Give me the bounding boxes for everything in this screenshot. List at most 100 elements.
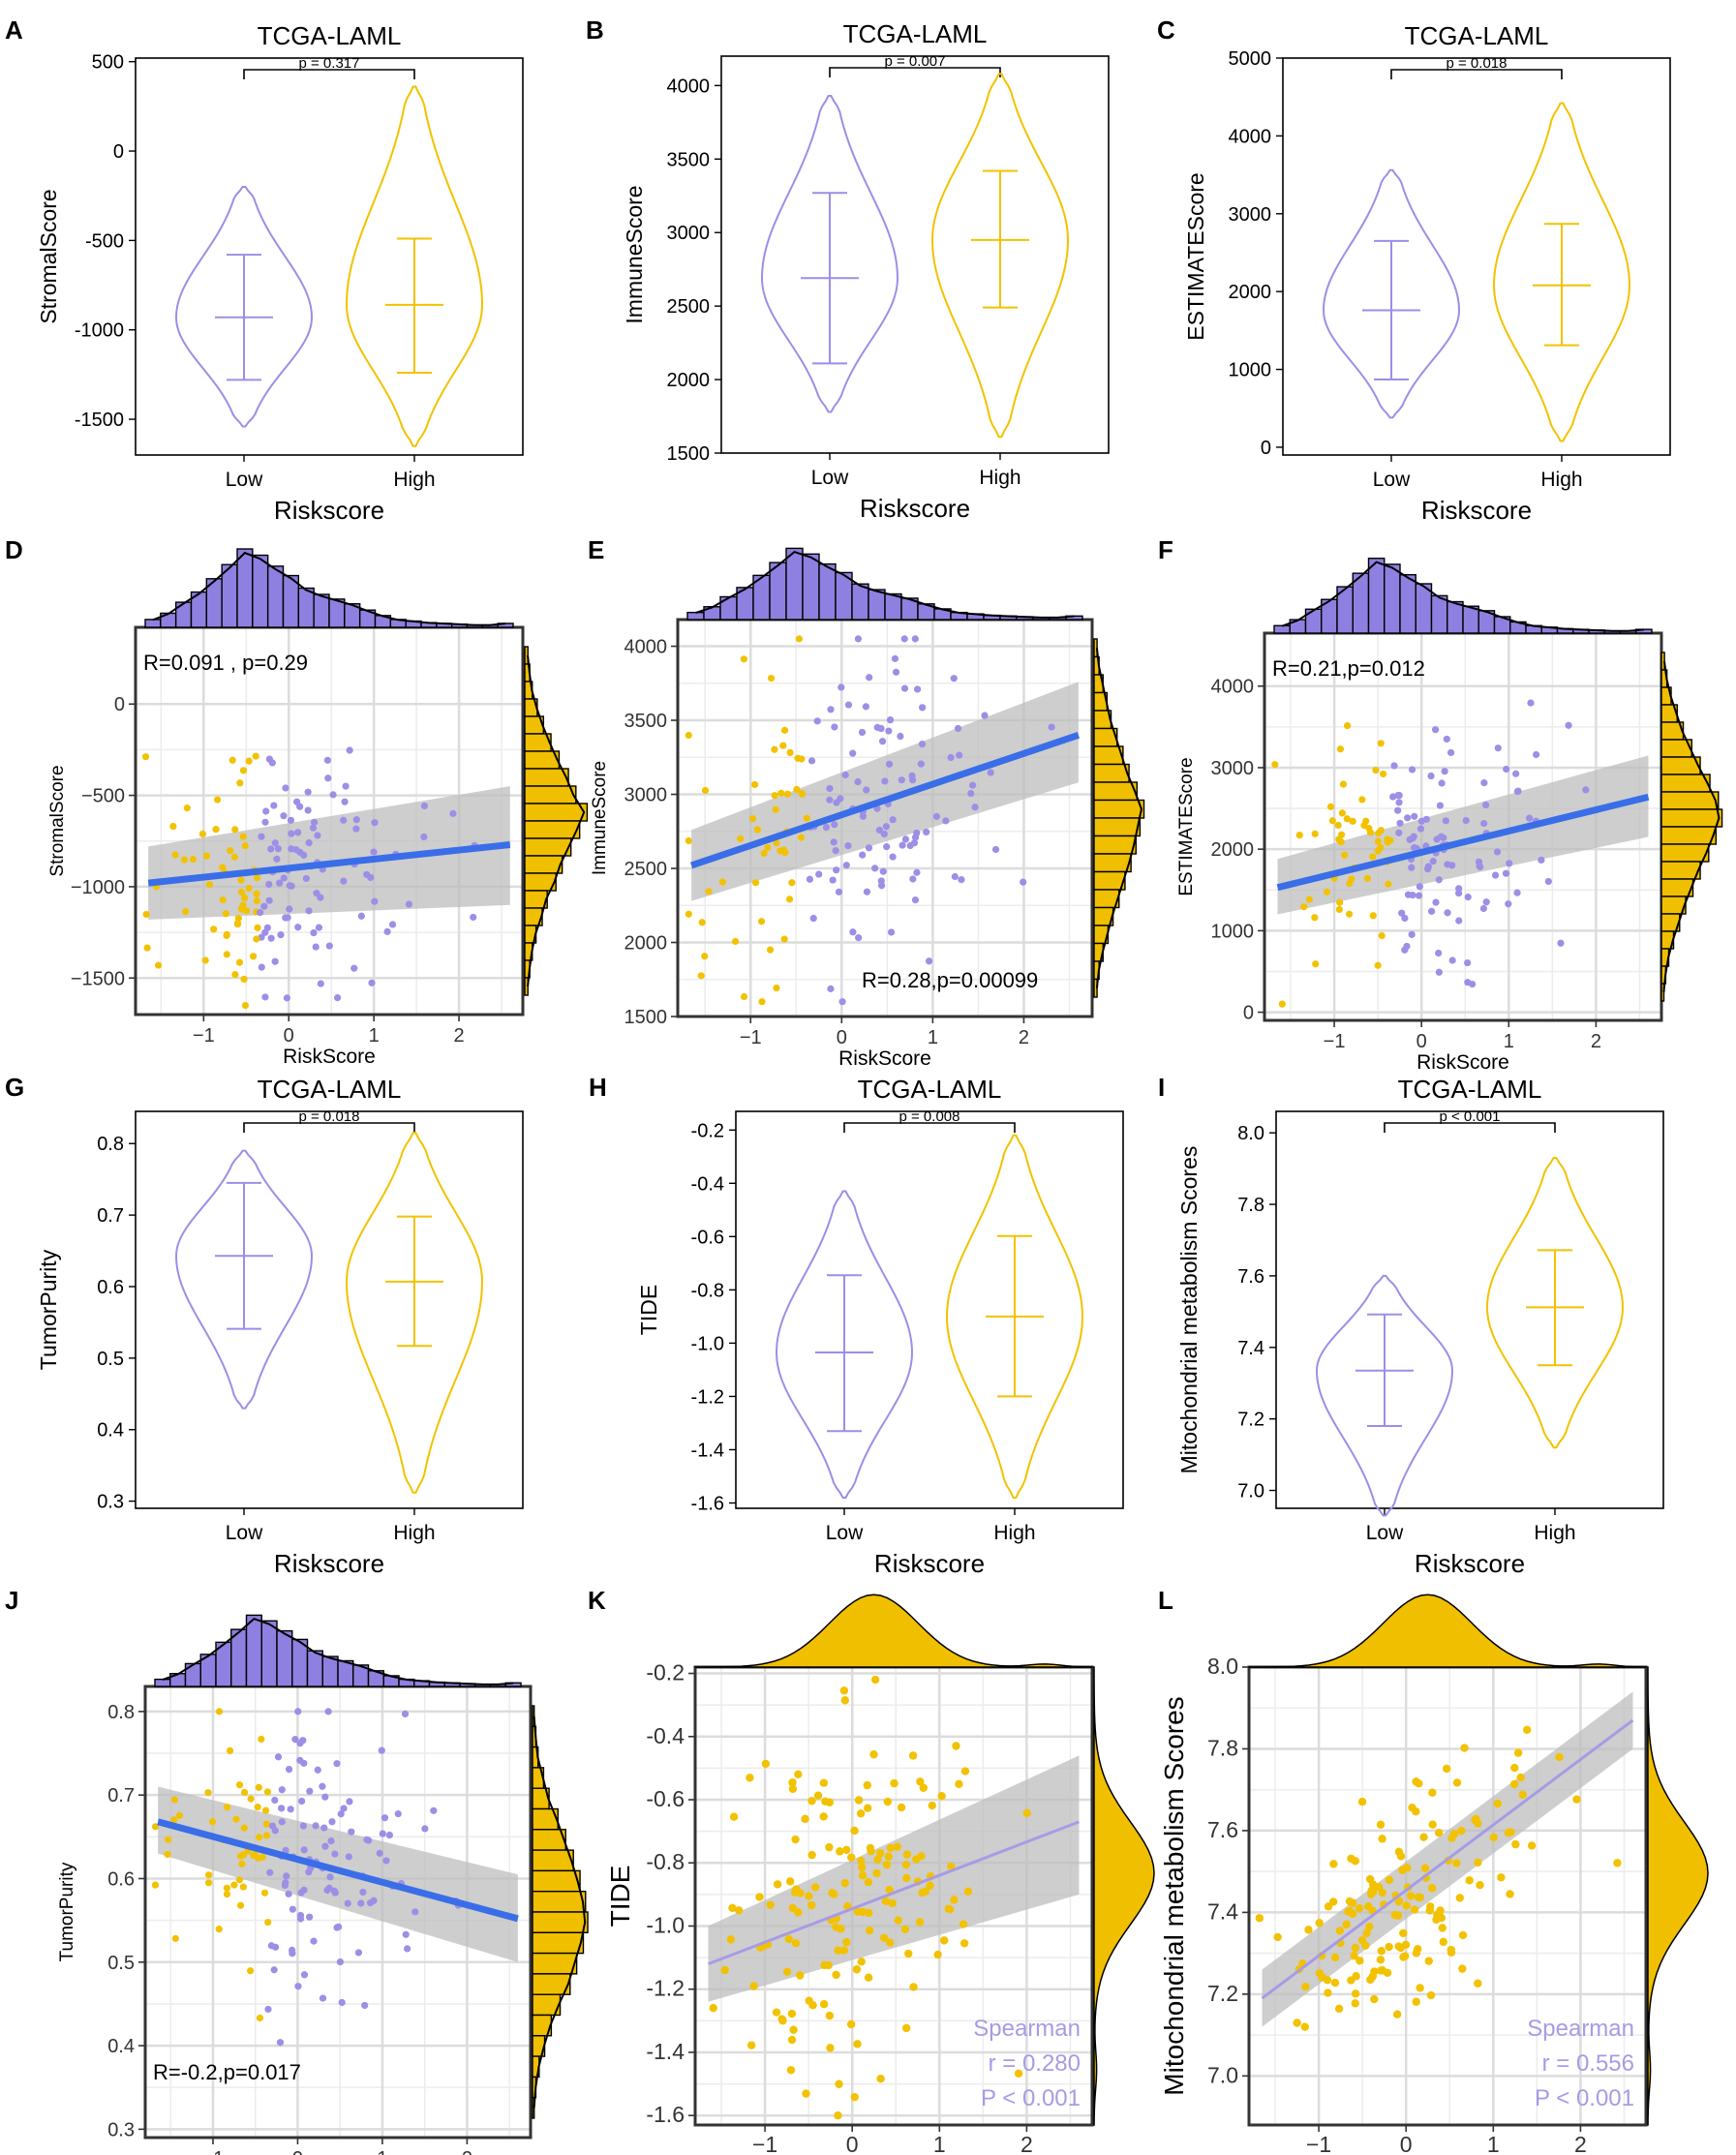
data-point <box>233 920 242 928</box>
data-point <box>388 921 397 928</box>
y-tick-label: −1500 <box>71 968 125 989</box>
data-point <box>942 817 950 825</box>
data-point <box>913 685 922 693</box>
data-point <box>883 843 891 851</box>
data-point <box>1428 1788 1437 1797</box>
panel-label: D <box>5 535 23 564</box>
data-point <box>933 1950 942 1959</box>
data-point <box>1395 829 1403 836</box>
data-point <box>729 1812 739 1821</box>
y-tick-label: −500 <box>81 786 125 807</box>
data-point <box>1480 779 1488 787</box>
data-point <box>1398 909 1406 917</box>
data-point <box>1401 914 1409 923</box>
data-point <box>813 717 821 725</box>
data-point <box>958 875 965 884</box>
pvalue-label: p = 0.008 <box>899 1108 960 1125</box>
data-point <box>254 1804 261 1811</box>
data-point <box>954 724 962 733</box>
data-point <box>208 1818 217 1826</box>
data-point <box>947 753 955 762</box>
data-point <box>328 1818 336 1826</box>
histogram-bar <box>230 1628 248 1687</box>
data-point <box>1455 1894 1464 1902</box>
histogram-bar <box>1093 799 1145 819</box>
data-point <box>321 1793 329 1801</box>
plot-frame <box>135 57 524 456</box>
data-point <box>1481 801 1490 809</box>
y-tick-label: 2000 <box>667 370 711 391</box>
data-point <box>274 1753 283 1761</box>
panel-label: E <box>588 535 604 564</box>
data-point <box>803 814 810 822</box>
data-point <box>787 2009 797 2018</box>
panel-label: B <box>586 15 604 45</box>
data-point <box>1424 863 1432 870</box>
x-axis-label: Riskscore <box>274 496 384 525</box>
data-point <box>787 2035 797 2045</box>
data-point <box>1477 863 1484 871</box>
data-point <box>202 852 211 860</box>
data-point <box>276 2039 285 2047</box>
data-point <box>1442 1764 1451 1774</box>
data-point <box>1436 802 1445 809</box>
data-point <box>1392 2010 1402 2018</box>
data-point <box>1427 1884 1437 1893</box>
x-tick-label: −1 <box>740 1027 762 1048</box>
data-point <box>1357 1935 1367 1945</box>
data-point <box>1408 766 1416 774</box>
histogram-bar <box>785 547 804 621</box>
data-point <box>289 1946 296 1954</box>
data-point <box>1351 1999 1359 2008</box>
plot-frame <box>1282 57 1671 456</box>
data-point <box>278 1818 286 1826</box>
data-point <box>1304 1926 1313 1934</box>
data-point <box>1376 1820 1386 1829</box>
y-axis-label: ESTIMATEScore <box>1183 172 1208 340</box>
data-point <box>766 1900 775 1909</box>
data-point <box>357 1899 365 1907</box>
data-point <box>840 1878 849 1888</box>
data-point <box>255 1783 262 1791</box>
data-point <box>872 1868 881 1878</box>
histogram-bar <box>1635 628 1653 634</box>
panel-C: C TCGA-LAML 5000 4000 3000 2000 1000 0 Low High Ri… <box>1157 15 1671 525</box>
violin-high <box>945 1134 1084 1499</box>
data-point <box>219 895 227 904</box>
data-point <box>1403 1864 1412 1872</box>
data-point <box>1429 858 1437 865</box>
histogram-bar <box>1447 600 1464 634</box>
data-point <box>338 1998 346 2007</box>
data-point <box>987 769 994 776</box>
data-point <box>331 1850 339 1858</box>
data-point <box>340 1805 348 1812</box>
data-point <box>271 839 279 847</box>
violin-low <box>175 1149 313 1410</box>
data-point <box>809 914 817 923</box>
data-point <box>305 907 313 915</box>
data-point <box>271 1943 280 1951</box>
y-tick-label: −1000 <box>71 877 125 898</box>
data-point <box>239 901 247 909</box>
x-tick-label: −1 <box>193 1025 215 1047</box>
data-point <box>830 1890 838 1898</box>
data-point <box>394 1809 402 1818</box>
x-tick-label: 2 <box>454 1025 465 1047</box>
data-point <box>175 1811 184 1819</box>
data-point <box>223 1890 231 1898</box>
data-point <box>685 910 692 918</box>
data-point <box>959 1920 968 1928</box>
data-point <box>760 849 768 857</box>
data-point <box>1402 1901 1411 1910</box>
data-point <box>923 828 930 836</box>
data-point <box>1330 1978 1340 1988</box>
data-point <box>366 1898 375 1907</box>
histogram-bar <box>532 1952 578 1975</box>
data-point <box>826 796 834 804</box>
data-point <box>857 1863 867 1872</box>
data-point <box>1377 1947 1386 1956</box>
data-point <box>865 1908 873 1918</box>
histogram-bar <box>524 803 589 822</box>
data-point <box>1022 1808 1031 1818</box>
confidence-band <box>708 1755 1080 2002</box>
